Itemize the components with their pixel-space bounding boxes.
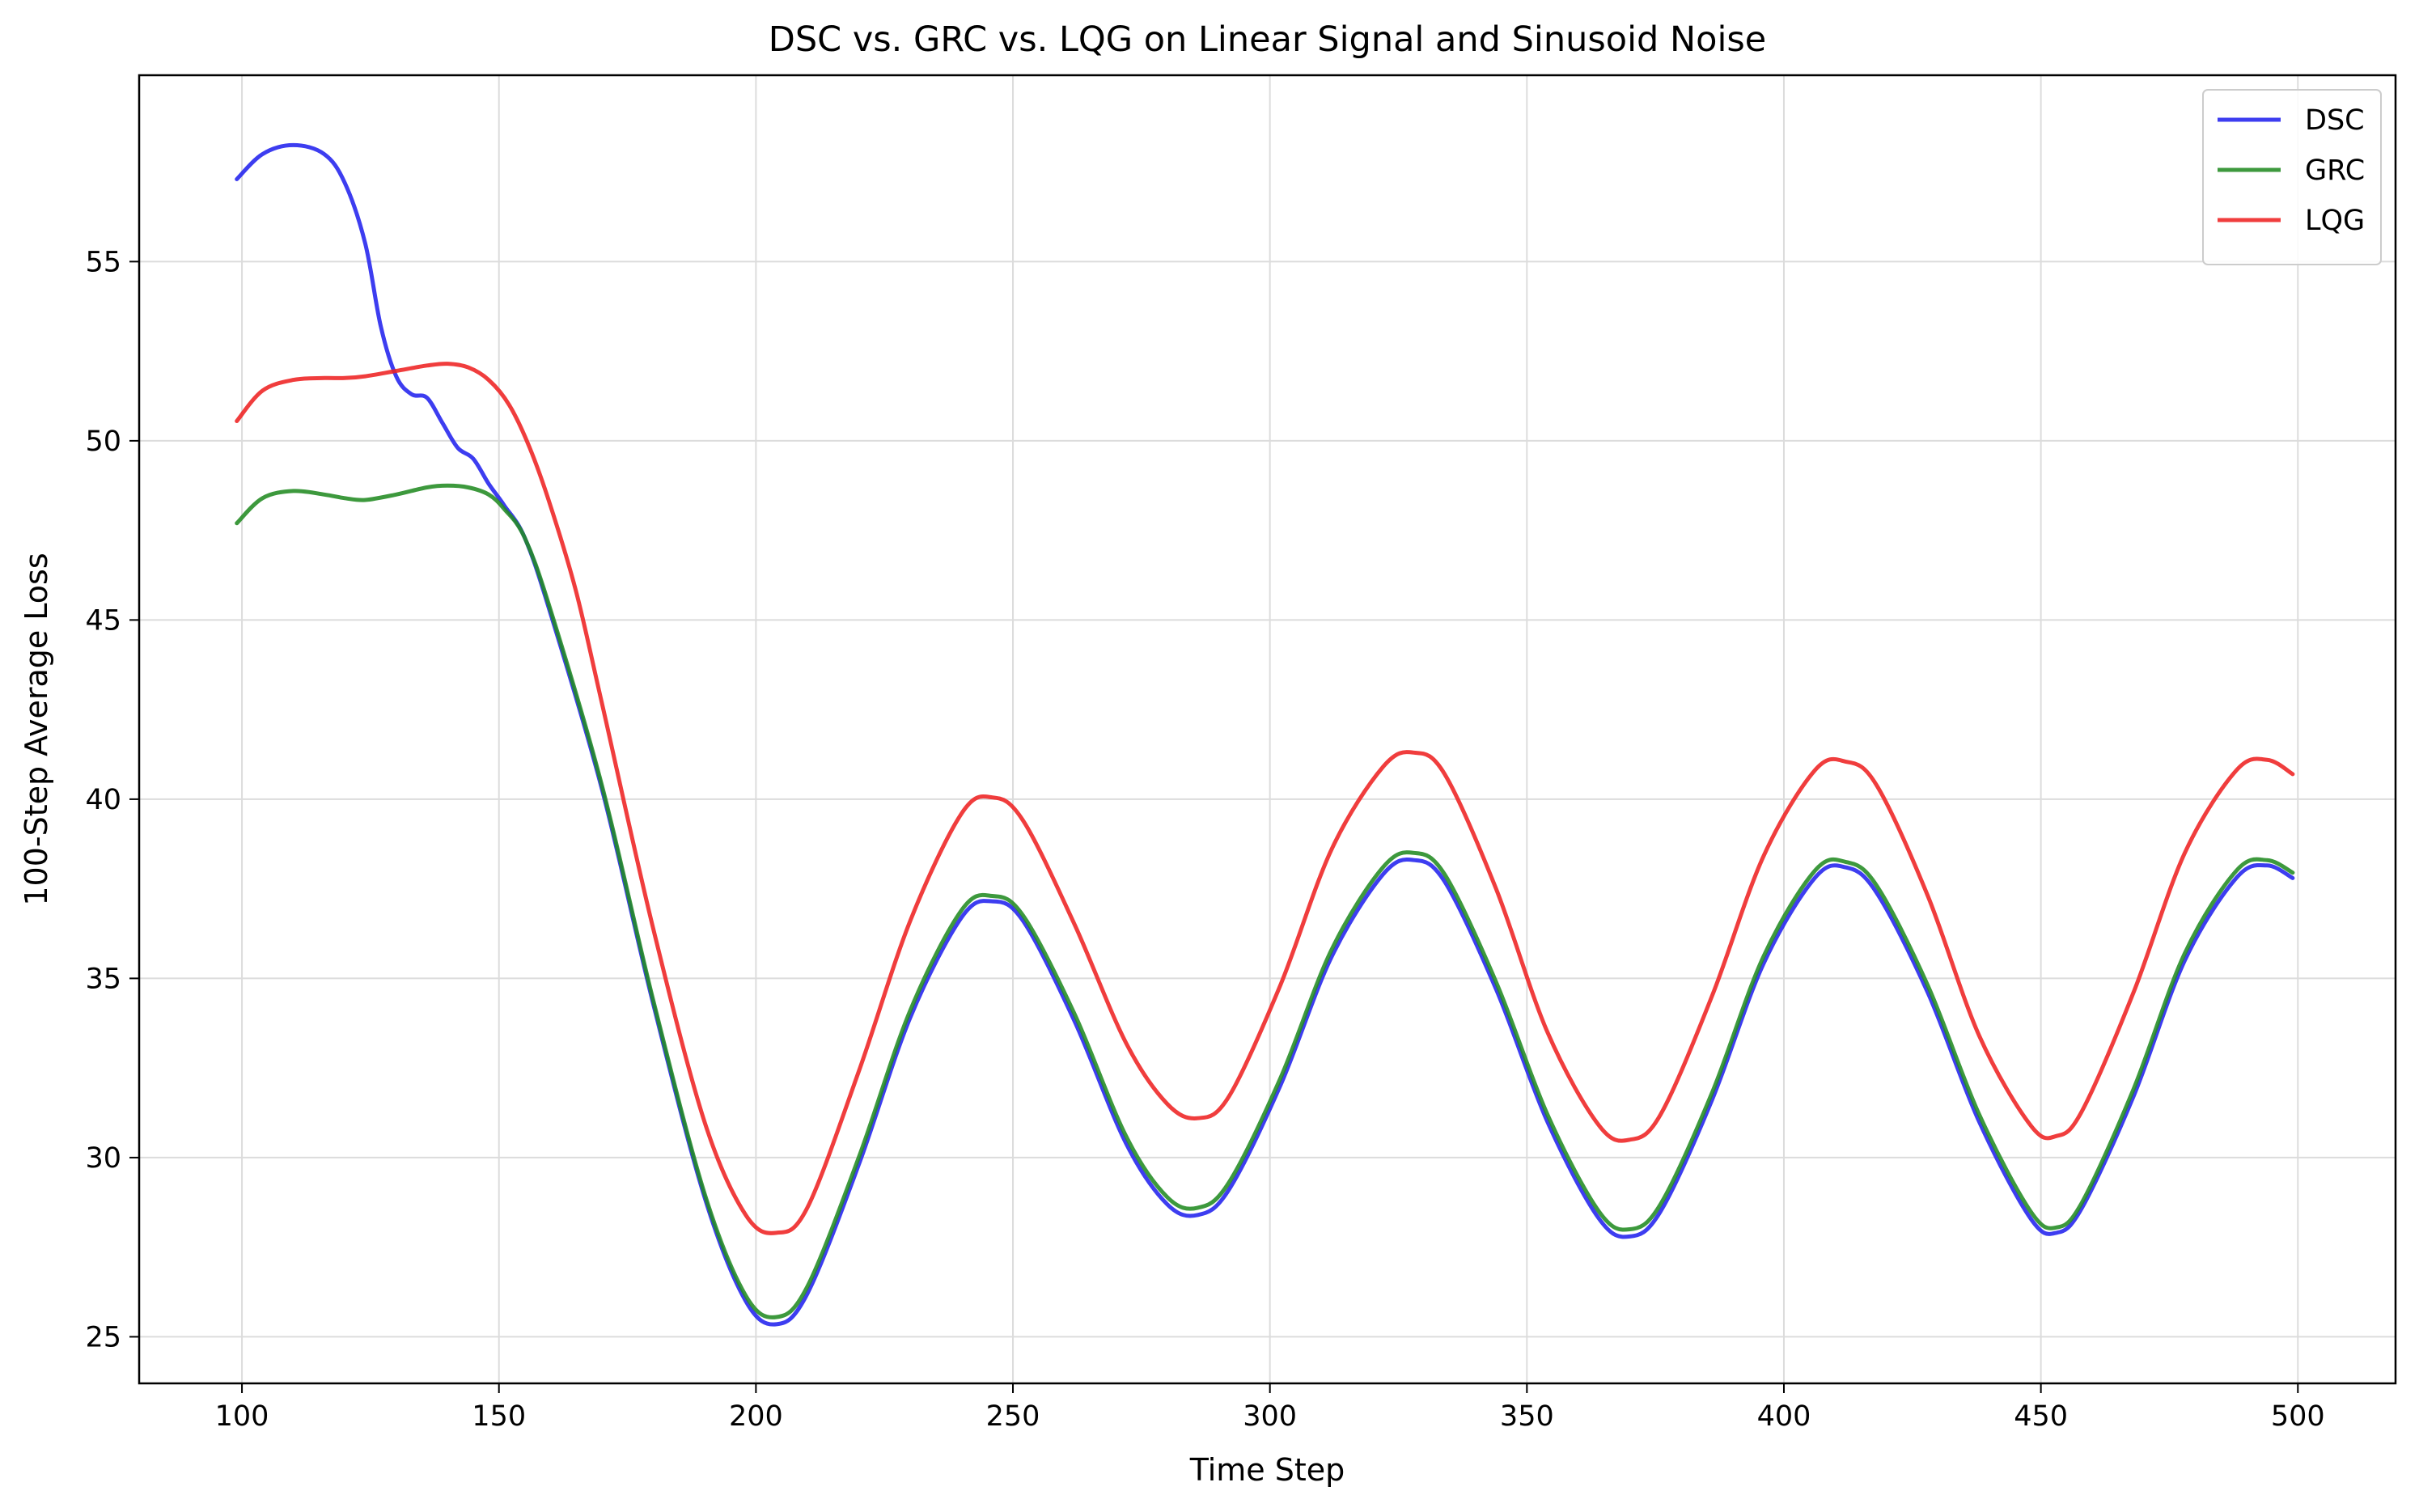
y-tick-label: 35 bbox=[85, 963, 121, 995]
series-line-grc bbox=[235, 483, 2295, 1319]
y-tick-label: 55 bbox=[85, 246, 121, 278]
x-tick-label: 400 bbox=[1757, 1400, 1811, 1433]
series-lines bbox=[235, 142, 2295, 1327]
x-axis-label: Time Step bbox=[1189, 1452, 1345, 1488]
legend-label-lqg: LQG bbox=[2305, 205, 2365, 237]
x-tick-label: 450 bbox=[2014, 1400, 2068, 1433]
y-tick-label: 40 bbox=[85, 784, 121, 816]
y-axis-label: 100-Step Average Loss bbox=[19, 553, 54, 905]
plot-area-frame bbox=[138, 74, 2397, 1385]
x-tick-label: 300 bbox=[1243, 1400, 1297, 1433]
y-tick-label: 45 bbox=[85, 604, 121, 637]
series-line-dsc bbox=[235, 142, 2295, 1327]
x-tick-label: 100 bbox=[215, 1400, 269, 1433]
legend-label-grc: GRC bbox=[2305, 155, 2365, 187]
y-tick-label: 30 bbox=[85, 1142, 121, 1175]
legend-label-dsc: DSC bbox=[2305, 104, 2365, 137]
chart-title: DSC vs. GRC vs. LQG on Linear Signal and… bbox=[769, 19, 1767, 60]
x-tick-label: 200 bbox=[729, 1400, 783, 1433]
x-axis: 100 150 200 250 300 350 400 450 500 bbox=[215, 1383, 2325, 1433]
series-line-lqg bbox=[235, 362, 2295, 1235]
legend: DSC GRC LQG bbox=[2202, 89, 2382, 265]
x-tick-label: 250 bbox=[986, 1400, 1040, 1433]
y-axis: 25 30 35 40 45 50 55 bbox=[85, 246, 139, 1353]
grid bbox=[139, 75, 2396, 1383]
x-tick-label: 150 bbox=[472, 1400, 526, 1433]
y-tick-label: 25 bbox=[85, 1321, 121, 1353]
x-tick-label: 500 bbox=[2271, 1400, 2325, 1433]
x-tick-label: 350 bbox=[1500, 1400, 1554, 1433]
y-tick-label: 50 bbox=[85, 426, 121, 458]
